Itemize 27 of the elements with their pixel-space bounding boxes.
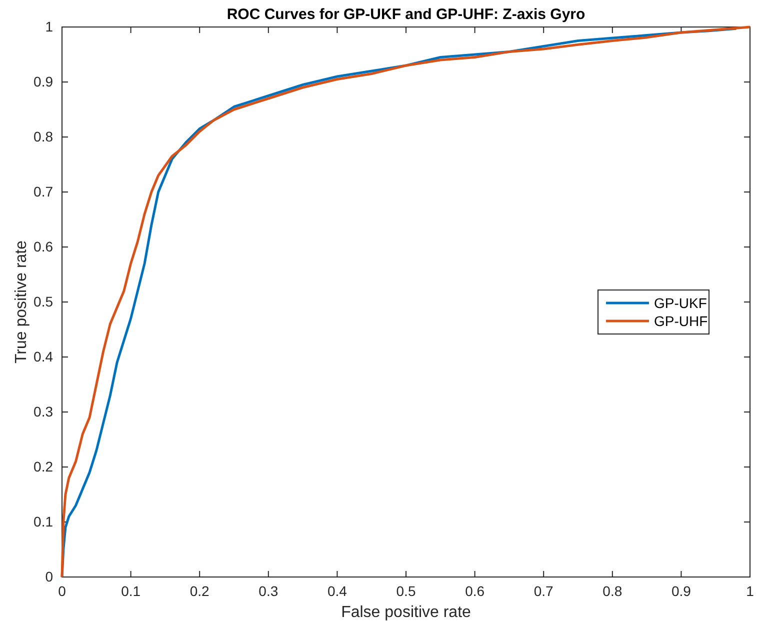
y-axis-title: True positive rate (13, 240, 30, 364)
x-tick-label: 0 (58, 582, 66, 599)
y-tick-label: 0.9 (34, 73, 54, 90)
x-tick-label: 0.1 (121, 582, 141, 599)
x-tick-label: 0.2 (190, 582, 210, 599)
chart-title: ROC Curves for GP-UKF and GP-UHF: Z-axis Gyro (226, 6, 586, 23)
y-tick-label: 0.8 (34, 128, 54, 144)
y-tick-label: 0.2 (34, 458, 54, 474)
x-tick-label: 0.5 (396, 582, 416, 599)
y-tick-label: 0.6 (34, 238, 54, 254)
legend-label: GP-UHF (654, 313, 708, 329)
y-tick-label: 0.1 (34, 513, 54, 530)
y-tick-label: 0.3 (34, 403, 54, 420)
x-tick-label: 0.4 (327, 582, 348, 599)
y-tick-label: 0.4 (34, 348, 54, 364)
legend-label: GP-UKF (654, 295, 707, 311)
y-tick-label: 0.5 (34, 293, 54, 310)
x-tick-label: 0.6 (465, 582, 485, 599)
y-tick-label: 1 (45, 18, 54, 34)
x-tick-label: 1 (746, 582, 754, 599)
x-tick-label: 0.9 (671, 582, 692, 599)
x-axis-title: False positive rate (341, 604, 472, 621)
x-tick-label: 0.3 (258, 582, 278, 599)
x-tick-label: 0.8 (602, 582, 622, 599)
y-tick-label: 0.7 (34, 183, 54, 200)
y-tick-label: 0 (45, 568, 54, 584)
x-tick-label: 0.7 (534, 582, 554, 599)
